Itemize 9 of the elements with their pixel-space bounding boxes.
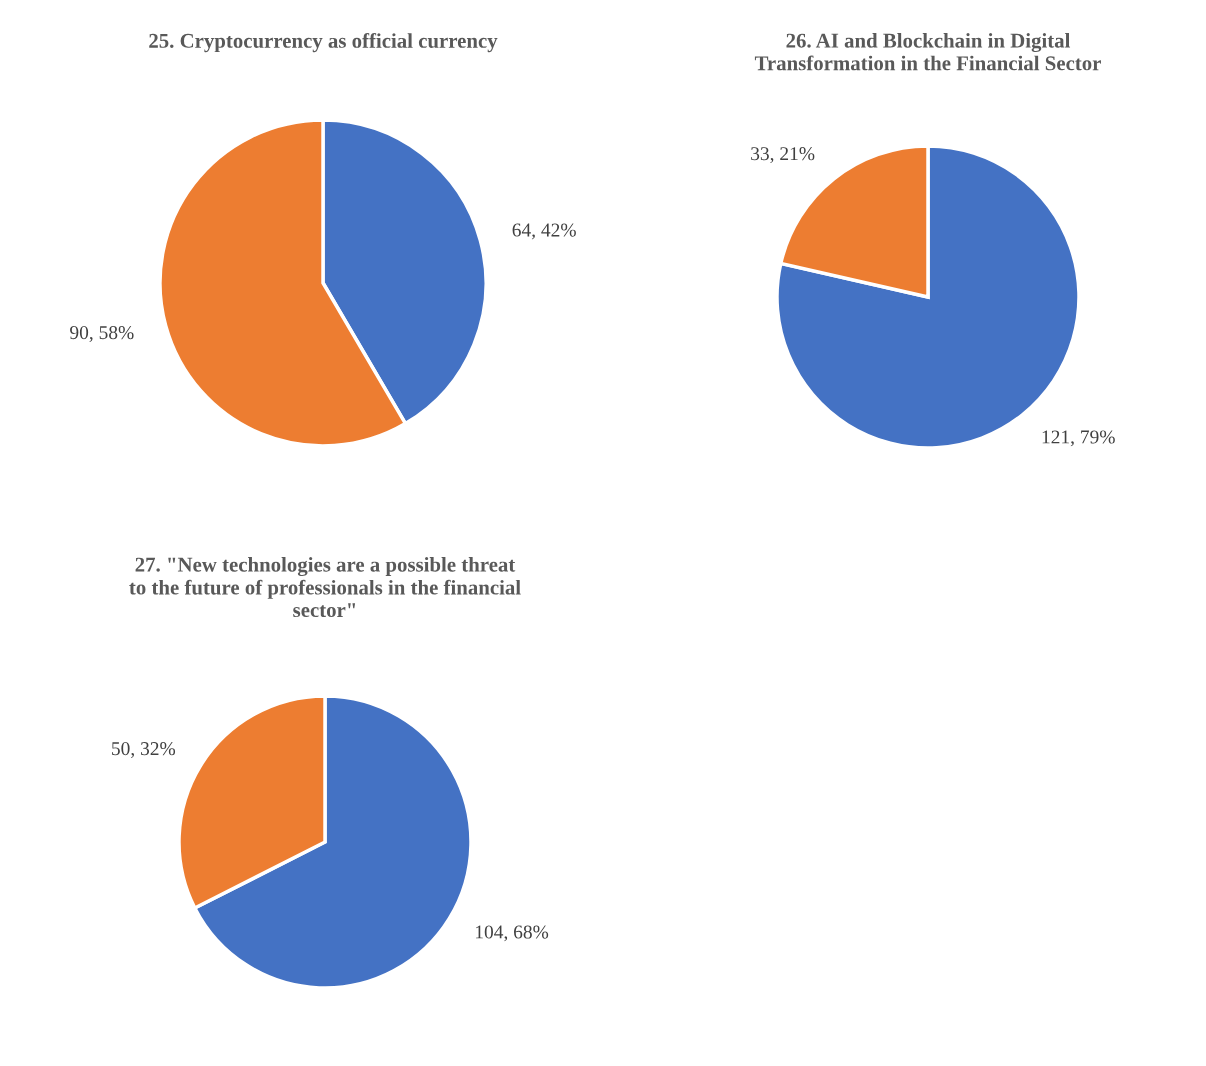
data-label: 50, 32%	[112, 742, 176, 758]
data-label: 121, 79%	[1042, 430, 1115, 447]
chart-title: 27. "New technologies are a possible threat to the future of professionals in the financial sector"	[129, 557, 521, 618]
data-label: 104, 68%	[476, 925, 549, 942]
chart-title: 26. AI and Blockchain in Digital Transformation in the Financial Sector	[754, 33, 1101, 71]
data-label: 33, 21%	[751, 147, 815, 163]
data-label: 64, 42%	[512, 223, 576, 240]
data-label: 90, 58%	[70, 326, 134, 342]
chart-title: 25. Cryptocurrency as official currency	[149, 33, 498, 53]
